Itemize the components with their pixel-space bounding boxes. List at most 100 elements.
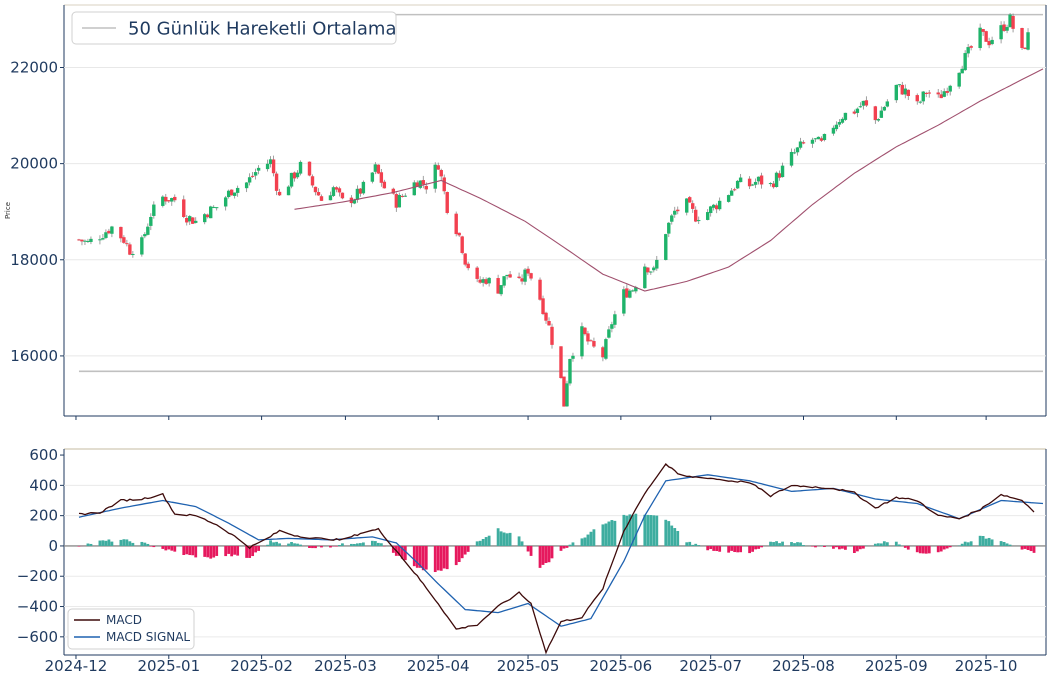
histogram-bar [487,535,491,546]
histogram-bar [915,545,919,553]
candle-body [391,188,396,194]
candle-body [726,195,731,202]
candle-body [80,239,84,242]
candle-body [122,237,126,243]
histogram-bar [565,545,569,548]
histogram-bar [314,545,317,549]
histogram-bar [164,545,168,551]
candle-body [152,204,156,216]
histogram-bar [601,524,605,546]
histogram-bar [580,538,584,546]
candle-body [433,164,437,189]
candle-body [717,200,722,210]
histogram-group [77,513,1036,573]
candle-body [622,289,626,314]
candle-body [436,165,440,170]
histogram-bar [694,543,698,546]
histogram-bar [98,540,102,546]
candle-body [523,269,527,282]
histogram-bar [802,545,805,546]
histogram-bar [571,542,575,546]
candle-body [352,200,357,204]
histogram-bar [1023,545,1027,549]
histogram-bar [329,545,332,548]
histogram-bar [463,545,467,555]
candle-body [439,170,443,177]
histogram-bar [841,545,844,549]
histogram-bar [520,541,524,546]
histogram-bar [649,515,653,546]
histogram-bar [1005,543,1009,546]
candle-body [705,212,710,220]
candle-body [313,186,318,193]
bottom-ytick-label: 400 [29,476,58,494]
bottom-ytick-label: −600 [17,628,58,646]
histogram-bar [592,529,596,546]
candle-body [247,177,252,183]
histogram-bar [212,545,216,558]
candle-body [517,276,521,278]
histogram-bar [170,545,174,551]
histogram-bar [77,545,81,547]
histogram-bar [757,545,760,549]
candle-body [382,181,387,189]
candle-body [604,339,608,359]
histogram-bar [897,544,901,546]
histogram-bar [706,545,710,551]
candle-body [526,268,530,274]
histogram-bar [125,539,129,546]
histogram-bar [945,545,949,549]
histogram-bar [481,538,485,546]
histogram-bar [376,542,380,546]
candle-body [873,106,878,121]
histogram-bar [960,543,964,546]
candle-body [496,278,500,294]
xtick-label: 2025-02 [230,657,293,675]
top-legend-label: 50 Günlük Hareketli Ortalama [128,19,396,40]
candle-body [960,68,964,74]
candle-body [529,273,533,279]
histogram-bar [505,533,509,546]
histogram-bar [526,545,530,552]
histogram-bar [296,543,299,546]
histogram-bar [655,515,659,546]
candle-body [906,89,910,97]
top-ytick-label: 20000 [10,155,58,173]
histogram-bar [89,543,93,546]
histogram-bar [736,545,740,553]
candle-body [750,184,755,186]
candle-body [876,119,881,121]
histogram-bar [110,541,114,546]
candle-body [487,277,491,284]
histogram-bar [751,545,754,552]
histogram-bar [1008,544,1012,546]
histogram-bar [400,545,404,559]
candle-body [289,172,294,187]
histogram-bar [918,545,922,554]
histogram-bar [544,545,548,564]
histogram-bar [781,541,784,546]
histogram-bar [290,542,293,546]
histogram-bar [607,521,611,546]
histogram-bar [942,545,946,550]
histogram-bar [278,543,281,546]
candle-body [209,206,213,219]
candle-body [265,163,270,170]
histogram-bar [131,542,135,546]
histogram-bar [790,542,793,546]
candle-body [918,101,922,103]
histogram-bar [541,545,545,565]
candle-body [894,84,899,101]
histogram-bar [676,530,680,546]
candle-body [454,213,458,235]
histogram-bar [421,545,425,571]
candle-body [649,271,653,273]
histogram-bar [670,525,674,546]
histogram-bar [287,543,290,546]
histogram-bar [203,545,207,557]
candle-body [568,358,572,384]
histogram-bar [984,538,988,546]
candle-body [194,220,198,223]
histogram-bar [412,545,416,567]
xtick-label: 2025-10 [955,657,1018,675]
